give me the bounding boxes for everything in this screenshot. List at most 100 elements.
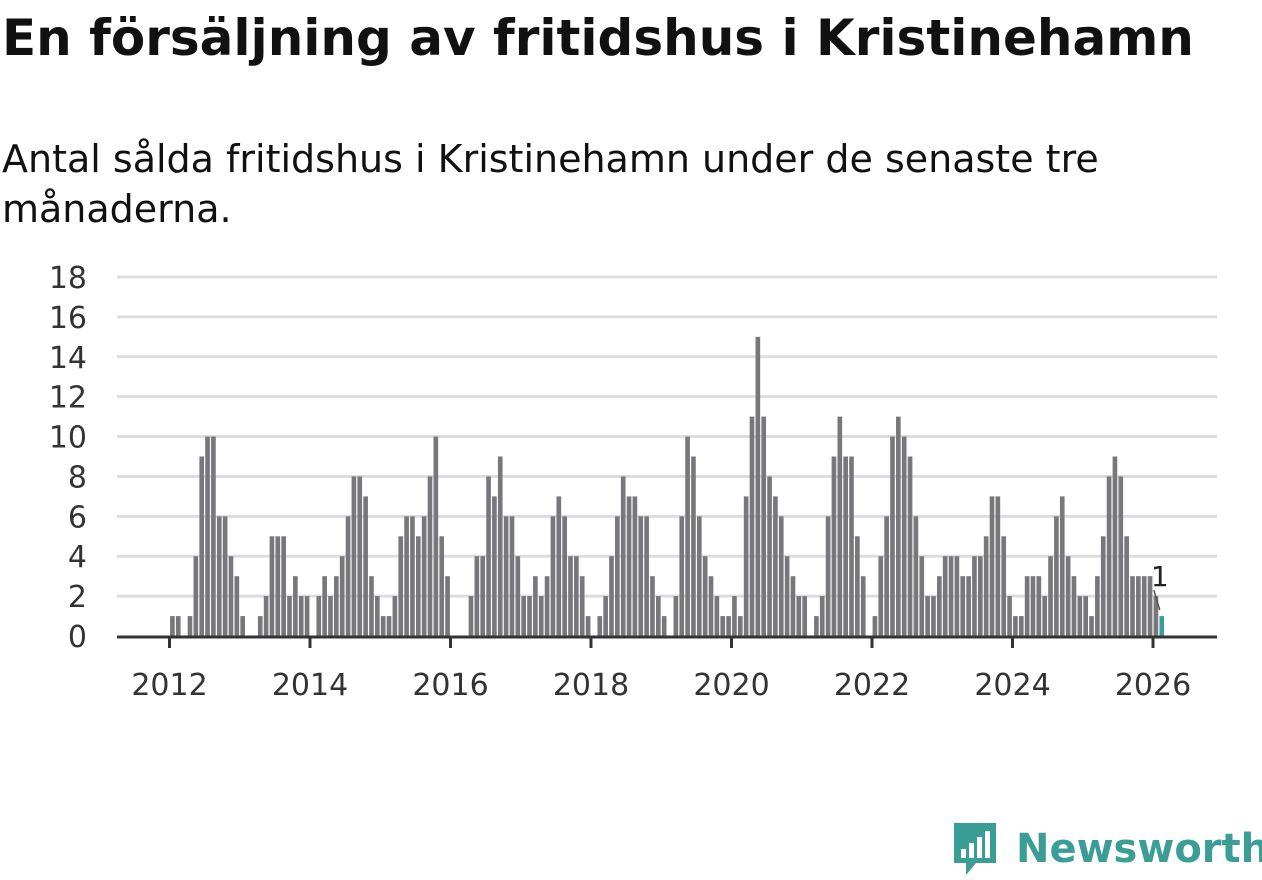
bar bbox=[568, 556, 573, 636]
brand-logo: Newsworthy bbox=[950, 818, 1262, 880]
bar bbox=[579, 576, 585, 636]
bar bbox=[726, 616, 731, 636]
annotation-leader bbox=[1153, 589, 1161, 611]
bar bbox=[913, 516, 919, 636]
bar bbox=[948, 556, 954, 636]
bar bbox=[205, 436, 210, 636]
bar bbox=[977, 556, 983, 636]
bar bbox=[901, 436, 907, 636]
bar bbox=[626, 496, 632, 636]
bar bbox=[720, 616, 726, 636]
bar bbox=[814, 616, 819, 636]
x-tick-label: 2012 bbox=[131, 668, 207, 703]
bar bbox=[942, 556, 948, 636]
bar bbox=[937, 576, 942, 636]
bar bbox=[773, 496, 778, 636]
bar bbox=[357, 476, 363, 636]
y-tick-label: 4 bbox=[68, 540, 87, 575]
bar bbox=[1136, 576, 1141, 636]
y-tick-label: 12 bbox=[49, 381, 87, 416]
bar bbox=[632, 496, 638, 636]
bar bbox=[878, 556, 884, 636]
bar bbox=[925, 596, 930, 636]
x-tick-label: 2022 bbox=[834, 668, 910, 703]
bar bbox=[398, 536, 404, 636]
chart-subtitle: Antal sålda fritidshus i Kristinehamn un… bbox=[2, 137, 1099, 231]
x-tick-label: 2018 bbox=[553, 668, 629, 703]
x-tick-label: 2026 bbox=[1115, 668, 1191, 703]
bar bbox=[919, 556, 925, 636]
bar bbox=[737, 616, 743, 636]
bar bbox=[597, 616, 603, 636]
bar bbox=[837, 416, 843, 636]
bar bbox=[1112, 456, 1118, 636]
y-tick-label: 6 bbox=[68, 500, 87, 535]
bar bbox=[843, 456, 848, 636]
bar bbox=[796, 596, 802, 636]
bar-latest bbox=[1159, 616, 1165, 636]
bar bbox=[369, 576, 374, 636]
bar bbox=[995, 496, 1001, 636]
bar bbox=[849, 456, 854, 636]
bar bbox=[896, 416, 901, 636]
bar bbox=[749, 416, 755, 636]
x-tick-label: 2020 bbox=[693, 668, 769, 703]
bar bbox=[1147, 576, 1153, 636]
bar bbox=[755, 336, 761, 636]
y-tick-label: 10 bbox=[49, 421, 87, 456]
bar bbox=[656, 596, 661, 636]
bar bbox=[673, 596, 679, 636]
y-tick-label: 16 bbox=[49, 301, 87, 336]
bar bbox=[615, 516, 620, 636]
bar bbox=[257, 616, 263, 636]
bar bbox=[468, 596, 474, 636]
bar bbox=[1001, 536, 1007, 636]
bar bbox=[1153, 596, 1159, 636]
bar bbox=[439, 536, 445, 636]
bar bbox=[287, 596, 292, 636]
x-axis-ticks: 2012 2014 2016 2018 2020 2022 2024 2026 bbox=[131, 638, 1191, 703]
gridlines bbox=[117, 275, 1217, 598]
bar bbox=[497, 456, 503, 636]
bar bbox=[222, 516, 228, 636]
y-axis-tick-labels: 0 2 4 6 8 10 12 14 16 18 bbox=[49, 261, 87, 655]
brand-name: Newsworthy bbox=[1016, 826, 1262, 872]
bar bbox=[855, 536, 860, 636]
bar bbox=[404, 516, 409, 636]
bar bbox=[538, 596, 544, 636]
bar bbox=[802, 596, 807, 636]
bar bbox=[175, 616, 181, 636]
bar bbox=[427, 476, 433, 636]
bar bbox=[275, 536, 281, 636]
x-tick-label: 2014 bbox=[272, 668, 348, 703]
bar bbox=[316, 596, 322, 636]
bar bbox=[304, 596, 310, 636]
bar bbox=[585, 616, 591, 636]
bar bbox=[1100, 536, 1106, 636]
bar bbox=[1048, 556, 1053, 636]
bar bbox=[480, 556, 486, 636]
bar bbox=[433, 436, 439, 636]
bar bbox=[386, 616, 392, 636]
bar bbox=[609, 556, 614, 636]
bar bbox=[170, 616, 175, 636]
bar bbox=[474, 556, 480, 636]
bar bbox=[216, 516, 222, 636]
y-tick-label: 2 bbox=[68, 580, 87, 615]
bar bbox=[860, 576, 866, 636]
y-tick-label: 0 bbox=[68, 620, 87, 655]
bar bbox=[328, 596, 333, 636]
bars bbox=[170, 336, 1165, 636]
bar bbox=[1077, 596, 1083, 636]
bar bbox=[293, 576, 298, 636]
bar bbox=[234, 576, 240, 636]
bar bbox=[784, 556, 790, 636]
bar bbox=[685, 436, 690, 636]
bar bbox=[515, 556, 521, 636]
bar bbox=[702, 556, 708, 636]
bar bbox=[1059, 496, 1065, 636]
bar bbox=[421, 516, 427, 636]
bar bbox=[415, 536, 421, 636]
bar bbox=[1095, 576, 1100, 636]
bar bbox=[1141, 576, 1147, 636]
